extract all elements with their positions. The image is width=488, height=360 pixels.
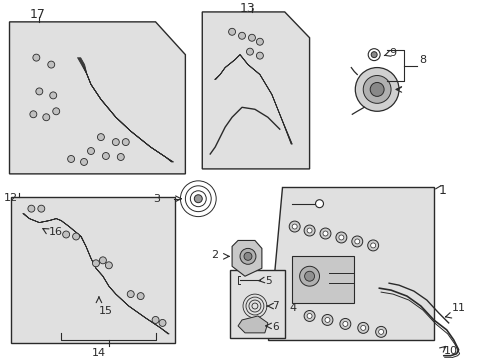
Text: 17: 17 [29, 8, 45, 21]
Text: 10: 10 [443, 346, 457, 356]
Text: 4: 4 [289, 303, 296, 313]
Circle shape [240, 248, 255, 264]
Text: 7: 7 [271, 301, 278, 311]
Circle shape [97, 134, 104, 141]
Circle shape [304, 271, 314, 281]
Text: 3: 3 [153, 194, 160, 204]
Circle shape [323, 231, 327, 236]
Circle shape [292, 224, 297, 229]
Circle shape [256, 38, 263, 45]
Circle shape [30, 111, 37, 118]
Circle shape [342, 321, 347, 327]
Circle shape [53, 108, 60, 115]
Circle shape [288, 221, 300, 232]
Text: 8: 8 [418, 55, 425, 64]
Circle shape [360, 325, 365, 330]
Circle shape [105, 262, 112, 269]
Circle shape [355, 68, 398, 111]
Circle shape [228, 28, 235, 35]
Text: 9: 9 [388, 48, 395, 58]
Circle shape [248, 34, 255, 41]
Text: 13: 13 [240, 2, 255, 15]
Circle shape [378, 329, 383, 334]
Circle shape [117, 153, 124, 161]
Circle shape [357, 323, 368, 333]
Circle shape [67, 156, 75, 162]
Circle shape [33, 54, 40, 61]
Polygon shape [238, 316, 267, 333]
Polygon shape [202, 12, 309, 169]
Circle shape [375, 327, 386, 337]
Circle shape [50, 92, 57, 99]
Circle shape [194, 195, 202, 203]
Circle shape [127, 291, 134, 298]
Circle shape [306, 314, 311, 319]
Circle shape [363, 76, 390, 103]
Circle shape [306, 228, 311, 233]
Circle shape [38, 205, 45, 212]
Circle shape [28, 205, 35, 212]
Circle shape [325, 318, 329, 323]
Circle shape [299, 266, 319, 286]
Circle shape [87, 148, 94, 154]
Text: 16: 16 [49, 226, 63, 237]
Circle shape [321, 315, 332, 325]
Circle shape [304, 225, 314, 236]
Circle shape [72, 233, 80, 240]
Circle shape [354, 239, 359, 244]
Circle shape [351, 236, 362, 247]
Text: 14: 14 [92, 348, 106, 358]
Polygon shape [9, 22, 185, 174]
Circle shape [137, 293, 144, 300]
Polygon shape [291, 256, 354, 303]
Circle shape [339, 319, 350, 329]
Circle shape [43, 114, 50, 121]
Text: 11: 11 [451, 303, 465, 313]
Circle shape [102, 153, 109, 159]
Circle shape [246, 48, 253, 55]
Polygon shape [232, 240, 262, 276]
Text: 1: 1 [438, 184, 446, 197]
Circle shape [338, 235, 343, 240]
Text: 5: 5 [264, 276, 271, 286]
Circle shape [370, 243, 375, 248]
Circle shape [238, 32, 245, 39]
Text: 15: 15 [99, 306, 113, 316]
Circle shape [48, 61, 55, 68]
Circle shape [369, 82, 383, 96]
Circle shape [81, 158, 87, 166]
Text: 6: 6 [271, 322, 278, 332]
Circle shape [112, 139, 119, 145]
Text: 2: 2 [211, 251, 218, 260]
Circle shape [159, 319, 165, 327]
Circle shape [244, 252, 251, 260]
Circle shape [367, 240, 378, 251]
Circle shape [304, 311, 314, 321]
Circle shape [319, 228, 330, 239]
Text: 12: 12 [3, 193, 18, 203]
Polygon shape [230, 270, 284, 338]
Polygon shape [267, 187, 433, 340]
Circle shape [335, 232, 346, 243]
Circle shape [99, 257, 106, 264]
Circle shape [36, 88, 43, 95]
Circle shape [122, 139, 129, 145]
Circle shape [367, 49, 379, 60]
Circle shape [256, 52, 263, 59]
Circle shape [62, 231, 69, 238]
Circle shape [315, 200, 323, 208]
Circle shape [370, 52, 376, 58]
Polygon shape [12, 197, 175, 343]
Circle shape [92, 260, 99, 267]
Circle shape [152, 316, 159, 323]
